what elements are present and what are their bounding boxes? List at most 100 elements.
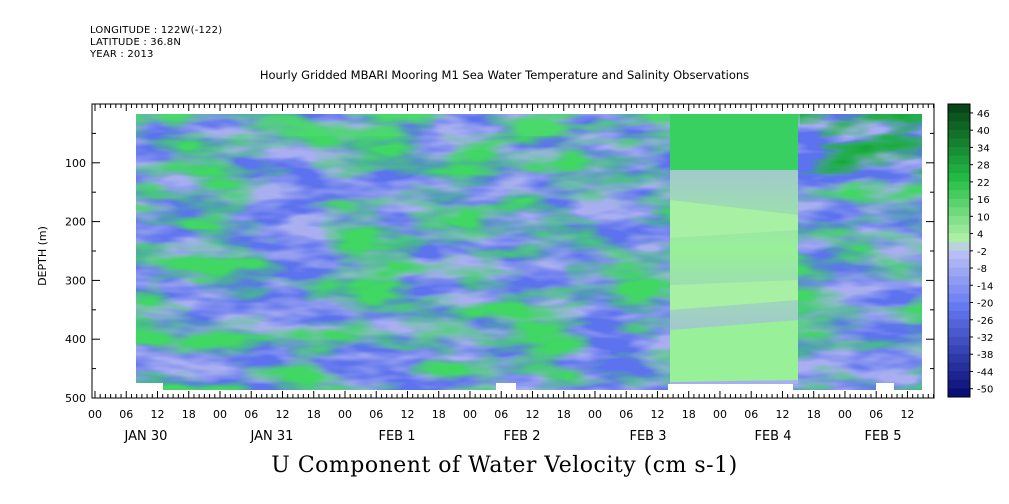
colorbar-swatch [948, 319, 970, 329]
colorbar-label: -20 [977, 299, 993, 310]
x-day-label: FEB 2 [503, 429, 540, 444]
x-hour-label: 18 [557, 408, 571, 421]
colorbar-swatch [948, 250, 970, 260]
x-hour-label: 12 [775, 408, 789, 421]
x-hour-label: 00 [463, 408, 477, 421]
x-hour-label: 18 [307, 408, 321, 421]
colorbar-label: 16 [977, 195, 990, 206]
colorbar-swatch [948, 362, 970, 372]
heatmap-surface-band [133, 114, 673, 136]
colorbar-label: -44 [977, 367, 993, 378]
x-hour-label: 00 [88, 408, 102, 421]
x-hour-label: 00 [213, 408, 227, 421]
heatmap-strong-positive-right [800, 114, 922, 174]
colorbar-swatch [948, 345, 970, 355]
x-day-label: FEB 1 [378, 429, 415, 444]
colorbar-label: 4 [977, 230, 983, 241]
colorbar-swatch [948, 241, 970, 251]
colorbar-label: -38 [977, 350, 993, 361]
x-axis-title: U Component of Water Velocity (cm s-1) [271, 453, 738, 478]
x-hour-label: 06 [369, 408, 383, 421]
colorbar-label: -8 [977, 264, 987, 275]
colorbar-swatch [948, 259, 970, 269]
colorbar-swatch [948, 276, 970, 286]
x-day-label: FEB 4 [754, 429, 791, 444]
y-tick-label: 300 [65, 274, 86, 287]
colorbar-swatch [948, 190, 970, 200]
heatmap-gap [133, 114, 136, 390]
x-hour-label: 18 [432, 408, 446, 421]
heatmap-interp-band-2 [670, 280, 798, 310]
longitude-label: LONGITUDE : 122W(-122) [90, 25, 223, 36]
colorbar-swatch [948, 138, 970, 148]
x-axis: 00 06 12 18 00 06 12 18 00 06 12 18 00 06 12 18 00 06 12 18… [88, 408, 914, 444]
heatmap-gap [133, 383, 163, 391]
x-day-label: FEB 3 [629, 429, 666, 444]
x-hour-label: 12 [525, 408, 539, 421]
colorbar-label: 40 [977, 126, 990, 137]
x-day-label: JAN 31 [250, 429, 294, 444]
heatmap-interp-band-3 [670, 320, 798, 382]
colorbar-label: 10 [977, 212, 990, 223]
colorbar-label: -32 [977, 333, 993, 344]
x-hour-label: 00 [338, 408, 352, 421]
colorbar: 46 40 34 28 22 16 10 4 -2 -8 -14 -20 -26 -32 -38 -44 -50 [947, 103, 993, 398]
heatmap-gap [496, 383, 516, 391]
x-hour-label: 12 [275, 408, 289, 421]
colorbar-label: -2 [977, 247, 987, 258]
colorbar-swatch [948, 284, 970, 295]
x-hour-label: 12 [650, 408, 664, 421]
x-day-label: FEB 5 [864, 429, 901, 444]
colorbar-swatch [948, 224, 970, 234]
x-hour-label: 18 [182, 408, 196, 421]
colorbar-label: 34 [977, 143, 990, 154]
colorbar-swatch [948, 379, 970, 389]
heatmap-gap [668, 384, 793, 391]
year-label: YEAR : 2013 [90, 49, 154, 60]
colorbar-swatch [948, 172, 970, 183]
colorbar-swatch [948, 310, 970, 320]
x-hour-label: 06 [494, 408, 508, 421]
y-tick-label: 200 [65, 216, 86, 229]
colorbar-swatch [948, 181, 970, 191]
x-hour-label: 06 [619, 408, 633, 421]
y-axis: 100 200 300 400 500 [65, 132, 934, 405]
colorbar-swatch [948, 164, 970, 174]
colorbar-swatch [948, 267, 970, 277]
x-hour-label: 06 [744, 408, 758, 421]
y-axis-title: DEPTH (m) [36, 226, 49, 286]
x-hour-label: 00 [713, 408, 727, 421]
colorbar-swatch [948, 129, 970, 139]
colorbar-swatch [948, 104, 970, 114]
heatmap-gap [876, 383, 894, 391]
colorbar-swatch [948, 371, 970, 381]
colorbar-label: 28 [977, 161, 990, 172]
colorbar-swatch [948, 198, 970, 208]
colorbar-label: -14 [977, 281, 993, 292]
y-tick-label: 500 [65, 392, 86, 405]
colorbar-swatch [948, 155, 970, 165]
x-day-label: JAN 30 [124, 429, 168, 444]
x-hour-label: 06 [244, 408, 258, 421]
colorbar-label: -50 [977, 385, 993, 396]
colorbar-swatch [948, 233, 970, 243]
x-hour-label: 00 [838, 408, 852, 421]
colorbar-swatch [948, 216, 970, 226]
x-hour-label: 18 [807, 408, 821, 421]
colorbar-swatch [948, 328, 970, 338]
colorbar-swatch [948, 112, 970, 122]
colorbar-swatch [948, 336, 970, 346]
y-tick-label: 100 [65, 157, 86, 170]
colorbar-swatch [948, 388, 970, 398]
velocity-heatmap [133, 114, 922, 391]
colorbar-swatch [948, 293, 970, 303]
colorbar-swatch [948, 121, 970, 131]
chart-title: Hourly Gridded MBARI Mooring M1 Sea Wate… [259, 68, 750, 82]
x-hour-label: 12 [400, 408, 414, 421]
colorbar-label: -26 [977, 316, 993, 327]
y-tick-label: 400 [65, 333, 86, 346]
x-hour-label: 06 [119, 408, 133, 421]
x-hour-label: 18 [682, 408, 696, 421]
heatmap-interpolated-surface [670, 114, 798, 170]
